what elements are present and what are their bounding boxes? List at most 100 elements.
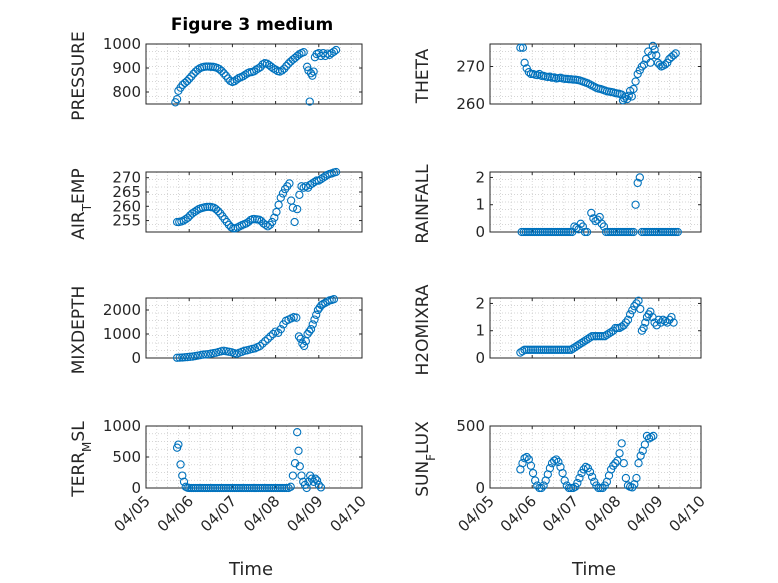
data-point: [665, 227, 674, 237]
data-point: [566, 227, 575, 237]
data-point: [306, 180, 315, 190]
data-point: [308, 320, 317, 329]
data-point: [656, 318, 666, 327]
data-point: [536, 227, 545, 237]
data-point: [255, 341, 265, 351]
subplot-h2omixra: 0 1 2 H2OMIXRA: [413, 284, 702, 376]
data-point: [232, 483, 241, 493]
y-tick-label: 265: [112, 183, 141, 201]
data-point: [631, 200, 640, 209]
data-point: [271, 483, 280, 493]
y-tick-label: 0: [131, 479, 141, 497]
data-point: [563, 227, 573, 237]
data-point: [277, 483, 287, 493]
y-tick-label: 1: [475, 196, 485, 214]
data-point: [180, 78, 190, 88]
data-point: [615, 323, 624, 333]
data-point: [634, 459, 643, 468]
data-point: [667, 312, 676, 322]
data-point: [195, 483, 205, 493]
x-axis-label-left: Time: [228, 559, 273, 580]
data-point: [616, 227, 625, 237]
data-point: [292, 313, 301, 322]
data-point: [525, 227, 535, 237]
data-point: [526, 345, 536, 354]
data-point: [604, 329, 614, 338]
data-point: [669, 51, 678, 60]
data-point: [213, 206, 223, 216]
data-point: [182, 77, 192, 86]
data-point: [523, 227, 533, 237]
data-point: [198, 350, 208, 359]
data-point: [658, 227, 668, 237]
data-point: [566, 483, 576, 493]
data-point: [537, 345, 546, 354]
data-point: [629, 227, 638, 237]
data-point: [232, 75, 241, 84]
data-point: [549, 345, 559, 354]
data-point: [520, 454, 529, 463]
axes-frame: [489, 297, 702, 359]
data-point: [538, 227, 547, 237]
data-point: [623, 481, 633, 490]
data-point: [551, 227, 560, 237]
data-point: [276, 193, 285, 202]
data-point: [566, 345, 576, 354]
data-point: [210, 483, 220, 493]
axes-frame: [489, 425, 702, 489]
data-point: [545, 464, 555, 473]
subplot-pressure: 800 900 1000 PRESSURE: [69, 31, 363, 121]
data-point: [671, 227, 680, 237]
y-axis-label: RAINFALL: [413, 164, 433, 244]
data-point: [276, 325, 285, 334]
data-point: [533, 345, 542, 354]
subplot-mixdepth: 0 1000 2000 MIXDEPTH: [69, 286, 363, 374]
data-point: [602, 330, 612, 339]
data-point: [258, 483, 267, 493]
data-point: [329, 47, 339, 56]
data-point: [654, 227, 663, 237]
data-point: [596, 483, 605, 493]
data-point: [544, 227, 554, 237]
axes-frame: [145, 171, 363, 233]
data-point: [669, 318, 678, 327]
data-point: [213, 483, 222, 493]
data-point: [191, 483, 200, 493]
data-point: [302, 483, 311, 493]
data-point: [585, 467, 595, 477]
data-point: [304, 66, 313, 75]
data-point: [200, 483, 209, 493]
data-point: [636, 451, 645, 460]
data-point: [175, 353, 184, 362]
subplot-rainfall: 0 1 2 RAINFALL: [413, 164, 702, 244]
data-point: [294, 446, 303, 455]
data-point: [245, 483, 254, 493]
data-point: [305, 97, 314, 106]
data-point: [518, 459, 527, 468]
data-point: [528, 227, 537, 237]
data-point: [549, 456, 559, 465]
data-point: [288, 203, 298, 212]
data-point: [215, 483, 224, 493]
data-point: [541, 345, 550, 354]
data-point: [202, 483, 211, 493]
data-point: [576, 219, 585, 228]
data-point: [575, 340, 584, 349]
x-tick-label: 04/05: [455, 492, 498, 535]
y-tick-label: 1000: [103, 325, 141, 343]
data-point: [549, 227, 558, 237]
data-point: [518, 43, 528, 52]
data-point: [518, 347, 527, 356]
data-point: [629, 84, 638, 94]
data-point: [221, 483, 231, 493]
x-tick-label: 04/10: [327, 492, 370, 535]
data-point: [532, 227, 541, 237]
data-point: [636, 304, 645, 314]
data-point: [331, 167, 341, 177]
data-point: [280, 64, 289, 73]
data-point: [219, 69, 228, 78]
data-point: [633, 178, 642, 188]
data-point: [621, 318, 631, 327]
